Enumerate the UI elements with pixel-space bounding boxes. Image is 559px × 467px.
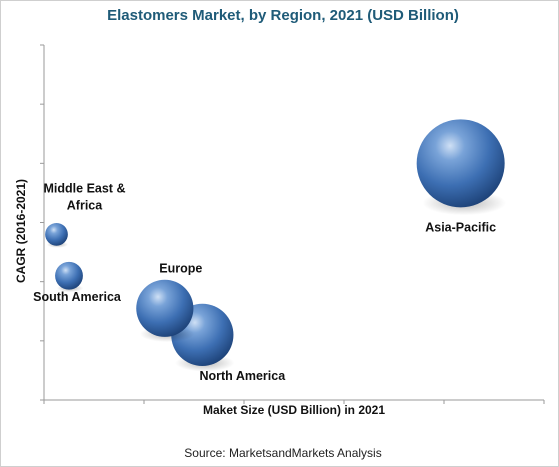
bubble-label-europe: Europe [159,261,202,275]
bubble-label-line: Africa [67,198,103,212]
bubble-labels: Asia-Pacific North America Europe South Ame… [33,181,496,383]
bubble-label-line: North America [199,369,286,383]
bubble-label-line: Asia-Pacific [425,220,496,234]
bubble-asia-pacific [416,119,505,208]
bubble-label-asia-pacific: Asia-Pacific [425,220,496,234]
bubble-south-america [55,261,83,290]
bubble-label-north-america: North America [199,369,286,383]
bubble-label-line: Europe [159,261,202,275]
y-axis-label: CAGR (2016-2021) [14,179,28,283]
source-note: Source: MarketsandMarkets Analysis [184,446,381,460]
bubble-label-middle-east-africa: Middle East & Africa [44,181,126,212]
bubbles [45,119,506,372]
bubble-europe [136,279,194,337]
x-axis-label: Maket Size (USD Billion) in 2021 [203,403,385,417]
axes [40,44,545,404]
bubble-label-south-america: South America [33,290,122,304]
bubble-middle-east-africa [45,222,68,246]
chart-title: Elastomers Market, by Region, 2021 (USD … [107,7,459,24]
bubble-label-line: South America [33,290,122,304]
bubble-label-line: Middle East & [44,181,126,195]
